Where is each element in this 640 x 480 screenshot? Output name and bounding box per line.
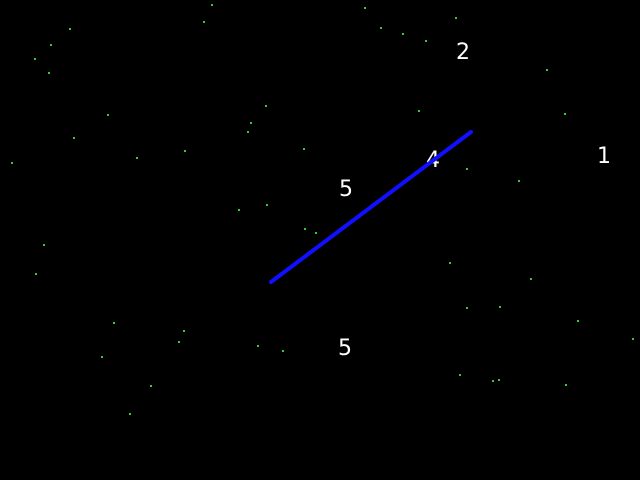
star-dot	[250, 122, 252, 124]
digit-5-lower: 5	[338, 336, 352, 361]
star-dot	[498, 379, 500, 381]
star-dot	[183, 330, 185, 332]
star-dot	[107, 114, 109, 116]
star-dot	[565, 384, 567, 386]
star-dot	[129, 413, 131, 415]
star-dot	[43, 244, 45, 246]
star-dot	[69, 28, 71, 30]
star-dot	[136, 157, 138, 159]
star-dot	[48, 72, 50, 74]
star-dot	[11, 162, 13, 164]
star-dot	[364, 7, 366, 9]
star-dot	[184, 150, 186, 152]
star-dot	[35, 273, 37, 275]
star-dot	[113, 322, 115, 324]
star-dot	[518, 180, 520, 182]
star-dot	[203, 21, 205, 23]
star-dot	[466, 168, 468, 170]
star-dot	[150, 385, 152, 387]
star-dot	[546, 69, 548, 71]
star-dot	[50, 44, 52, 46]
digit-1: 1	[597, 144, 611, 169]
star-dot	[530, 278, 532, 280]
star-dot	[492, 380, 494, 382]
digit-5-upper: 5	[339, 177, 353, 202]
star-dot	[34, 58, 36, 60]
star-dot	[282, 350, 284, 352]
starfield	[11, 4, 634, 415]
star-dot	[101, 356, 103, 358]
star-dot	[499, 306, 501, 308]
star-dot	[564, 113, 566, 115]
star-dot	[449, 262, 451, 264]
star-dot	[266, 204, 268, 206]
star-dot	[380, 27, 382, 29]
star-dot	[425, 40, 427, 42]
star-dot	[257, 345, 259, 347]
star-dot	[178, 341, 180, 343]
star-dot	[418, 110, 420, 112]
star-dot	[73, 137, 75, 139]
star-dot	[402, 33, 404, 35]
star-dot	[265, 105, 267, 107]
star-dot	[455, 17, 457, 19]
star-dot	[632, 338, 634, 340]
star-dot	[459, 374, 461, 376]
star-dot	[466, 307, 468, 309]
digit-2: 2	[456, 40, 470, 65]
star-dot	[247, 131, 249, 133]
star-dot	[304, 228, 306, 230]
star-dot	[315, 232, 317, 234]
star-dot	[211, 4, 213, 6]
star-dot	[303, 148, 305, 150]
star-dot	[577, 320, 579, 322]
aim-line[interactable]	[269, 130, 473, 284]
star-dot	[238, 209, 240, 211]
